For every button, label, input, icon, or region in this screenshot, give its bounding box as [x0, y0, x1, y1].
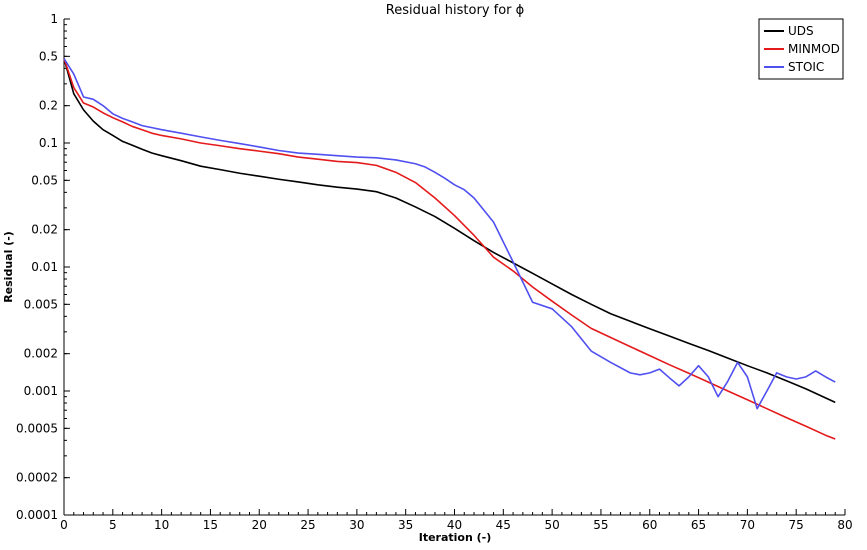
x-axis-label: Iteration (-)	[419, 531, 492, 544]
y-tick-label: 0.0002	[16, 471, 58, 485]
x-tick-label: 10	[154, 518, 169, 532]
x-tick-label: 40	[447, 518, 462, 532]
y-axis-label: Residual (-)	[2, 231, 15, 303]
legend-label-minmod: MINMOD	[788, 42, 840, 56]
x-tick-label: 25	[300, 518, 315, 532]
series-line-uds	[63, 58, 836, 404]
series-line-minmod	[63, 58, 836, 440]
x-tick-label: 30	[349, 518, 364, 532]
x-tick-label: 20	[252, 518, 267, 532]
x-tick-label: 35	[398, 518, 413, 532]
y-tick-label: 0.002	[24, 347, 58, 361]
y-tick-label: 0.5	[39, 49, 58, 63]
y-tick-label: 0.001	[24, 384, 58, 398]
y-tick-label: 0.0005	[16, 421, 58, 435]
x-tick-label: 80	[837, 518, 852, 532]
y-tick-label: 0.005	[24, 297, 58, 311]
series-line-stoic	[63, 58, 836, 410]
chart-title: Residual history for ϕ	[386, 3, 524, 18]
y-tick-label: 0.2	[39, 99, 58, 113]
y-tick-label: 0.02	[31, 223, 58, 237]
legend: UDS MINMOD STOIC	[758, 18, 844, 80]
y-tick-label: 0.1	[39, 136, 58, 150]
axes: 0 5 10 15 20 25 30 35 40 45 50 55 60 65 70 75 80 1 0.5 0.2 0…	[16, 12, 853, 532]
y-tick-label: 0.0001	[16, 508, 58, 522]
x-tick-label: 15	[203, 518, 218, 532]
x-tick-label: 60	[642, 518, 657, 532]
x-tick-label: 0	[60, 518, 68, 532]
x-tick-label: 70	[740, 518, 755, 532]
series-layer	[63, 58, 836, 440]
x-tick-label: 50	[544, 518, 559, 532]
legend-label-uds: UDS	[788, 24, 814, 38]
x-tick-label: 55	[593, 518, 608, 532]
y-tick-label: 0.01	[31, 260, 58, 274]
x-tick-label: 75	[789, 518, 804, 532]
x-tick-label: 45	[496, 518, 511, 532]
x-tick-label: 5	[109, 518, 117, 532]
y-tick-label: 1	[50, 12, 58, 26]
legend-label-stoic: STOIC	[788, 60, 824, 74]
x-tick-label: 65	[691, 518, 706, 532]
y-tick-label: 0.05	[31, 173, 58, 187]
